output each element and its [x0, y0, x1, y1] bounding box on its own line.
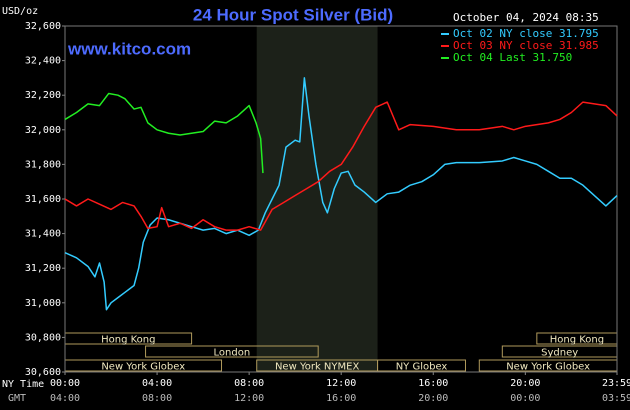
y-tick-label: 32,600: [25, 21, 61, 32]
gmt-tick-label: 20:00: [418, 393, 448, 404]
x-row-label: GMT: [8, 393, 26, 404]
session-label: New York Globex: [101, 362, 185, 373]
x-tick-label: 12:00: [326, 378, 356, 389]
chart-title: 24 Hour Spot Silver (Bid): [193, 5, 393, 24]
y-tick-label: 31,200: [25, 263, 61, 274]
y-tick-label: 31,600: [25, 194, 61, 205]
session-box: [377, 359, 466, 372]
x-tick-label: 08:00: [234, 378, 264, 389]
highlight-range: [256, 26, 378, 372]
y-tick-label: 30,800: [25, 332, 61, 343]
session-box: [145, 345, 319, 358]
y-tick-label: 32,400: [25, 56, 61, 67]
watermark: www.kitco.com: [67, 39, 191, 58]
x-tick-label: 23:59: [602, 378, 630, 389]
series-line: [64, 77, 618, 311]
legend-label: Oct 02 NY close 31.795: [453, 27, 599, 40]
x-tick-label: 16:00: [418, 378, 448, 389]
y-tick-label: 32,000: [25, 125, 61, 136]
session-label: NY Globex: [396, 362, 448, 373]
x-tick-label: 04:00: [142, 378, 172, 389]
timestamp: October 04, 2024 08:35: [453, 11, 599, 24]
gmt-tick-label: 16:00: [326, 393, 356, 404]
y-tick-label: 31,000: [25, 298, 61, 309]
legend-label: Oct 04 Last 31.750: [453, 51, 572, 64]
x-row-label: NY Time: [2, 379, 44, 390]
x-tick-label: 20:00: [510, 378, 540, 389]
session-label: Hong Kong: [101, 335, 155, 346]
gmt-tick-label: 12:00: [234, 393, 264, 404]
y-tick-label: 30,600: [25, 367, 61, 378]
gmt-tick-label: 08:00: [142, 393, 172, 404]
session-label: New York NYMEX: [275, 362, 360, 373]
series-line: [64, 101, 618, 231]
x-tick-label: 00:00: [50, 378, 80, 389]
session-label: Sydney: [541, 348, 578, 359]
session-label: New York Globex: [506, 362, 590, 373]
y-tick-label: 31,800: [25, 159, 61, 170]
gmt-tick-label: 04:00: [50, 393, 80, 404]
unit-label: USD/oz: [2, 6, 38, 17]
session-label: London: [214, 348, 251, 359]
gmt-tick-label: 00:00: [510, 393, 540, 404]
gmt-tick-label: 03:59: [602, 393, 630, 404]
session-label: Hong Kong: [550, 335, 604, 346]
y-tick-label: 32,200: [25, 90, 61, 101]
y-tick-label: 31,400: [25, 229, 61, 240]
series-line: [64, 92, 264, 174]
legend-label: Oct 03 NY close 31.985: [453, 39, 599, 52]
